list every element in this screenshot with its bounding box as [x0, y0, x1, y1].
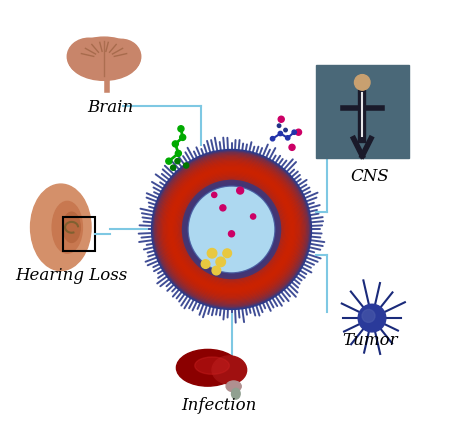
Circle shape	[223, 250, 231, 258]
Text: Tumor: Tumor	[342, 332, 398, 349]
Ellipse shape	[67, 39, 110, 76]
Circle shape	[188, 187, 275, 273]
Circle shape	[229, 231, 235, 237]
Circle shape	[212, 266, 221, 275]
Ellipse shape	[63, 213, 80, 243]
Circle shape	[220, 205, 226, 211]
Circle shape	[175, 151, 182, 157]
Ellipse shape	[30, 184, 91, 271]
Circle shape	[354, 76, 370, 91]
Ellipse shape	[195, 357, 229, 375]
Circle shape	[172, 141, 178, 148]
Circle shape	[278, 117, 284, 123]
Text: Infection: Infection	[181, 396, 256, 413]
Circle shape	[170, 166, 176, 171]
Circle shape	[250, 214, 256, 220]
Circle shape	[358, 305, 386, 332]
Text: Brain: Brain	[87, 99, 134, 115]
Ellipse shape	[231, 388, 240, 399]
Ellipse shape	[102, 40, 141, 75]
Circle shape	[292, 131, 296, 135]
Circle shape	[278, 132, 283, 136]
Circle shape	[175, 159, 180, 164]
Circle shape	[284, 129, 287, 132]
Circle shape	[296, 130, 302, 136]
Circle shape	[201, 260, 210, 269]
Circle shape	[216, 257, 225, 267]
FancyBboxPatch shape	[316, 66, 409, 159]
Ellipse shape	[212, 356, 247, 384]
Ellipse shape	[176, 350, 239, 386]
Circle shape	[207, 249, 217, 258]
Circle shape	[166, 159, 172, 165]
Circle shape	[286, 136, 290, 141]
Ellipse shape	[52, 202, 82, 253]
Circle shape	[183, 164, 188, 169]
Circle shape	[152, 150, 311, 310]
Circle shape	[237, 187, 243, 194]
Circle shape	[362, 310, 375, 322]
Circle shape	[359, 85, 365, 91]
Circle shape	[289, 145, 295, 151]
Circle shape	[277, 125, 281, 128]
Circle shape	[212, 193, 217, 198]
Ellipse shape	[68, 38, 140, 81]
Text: Hearing Loss: Hearing Loss	[15, 267, 128, 284]
Text: CNS: CNS	[351, 168, 389, 184]
Circle shape	[178, 126, 184, 132]
Circle shape	[180, 135, 186, 141]
Ellipse shape	[226, 381, 241, 392]
Bar	[63, 217, 95, 251]
Circle shape	[270, 137, 275, 141]
